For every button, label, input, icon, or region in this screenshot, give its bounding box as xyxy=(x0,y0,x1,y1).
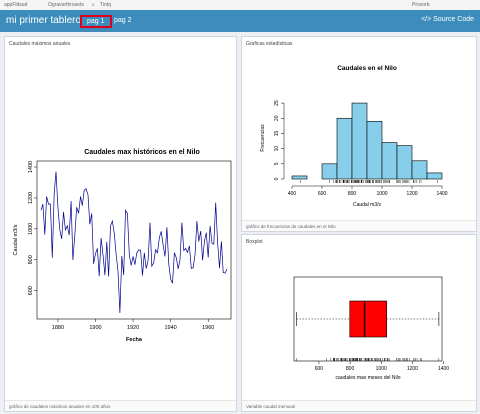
x-tick-label: 1900 xyxy=(89,325,101,331)
x-tick-label: 400 xyxy=(288,191,297,197)
histogram-bar xyxy=(411,160,428,180)
x-tick-label: 1200 xyxy=(407,366,418,372)
y-tick-label: 1200 xyxy=(28,192,34,204)
y-axis-label: Caudal m3/s xyxy=(13,224,19,255)
x-tick-label: 1960 xyxy=(202,325,214,331)
histogram-bar xyxy=(381,142,398,180)
search-icon: ⌕ xyxy=(92,2,95,8)
search-text[interactable]: Tintq xyxy=(100,2,111,8)
y-tick-label: 0 xyxy=(274,177,280,180)
source-code-label: Source Code xyxy=(433,16,474,23)
x-tick-label: 1880 xyxy=(52,325,64,331)
histogram-bar xyxy=(321,163,338,180)
y-tick-label: 25 xyxy=(274,100,280,106)
y-axis-label: Frecuencias xyxy=(260,124,266,152)
app-label: appFldsud xyxy=(4,2,28,8)
histogram-bar xyxy=(426,172,443,180)
x-tick-label: 1920 xyxy=(127,325,139,331)
histogram-chart: Caudales en el Nilo 400 600 800 1000 1200 1400… xyxy=(260,65,448,208)
x-tick-label: 1000 xyxy=(376,366,387,372)
panel-footer-text: gráfico de frecuencias de caudales en el… xyxy=(246,224,336,229)
panel-footer: Variable caudal mensual xyxy=(242,400,476,411)
panel-title: Caudales máximos anuales xyxy=(9,41,71,47)
x-axis-label: Caudal m3/s xyxy=(353,202,382,208)
y-tick-label: 1000 xyxy=(28,223,34,235)
browser-action[interactable]: Provorb xyxy=(412,2,430,8)
x-axis-label: caudales max meses del Nilo xyxy=(335,375,400,381)
x-tick-label: 1400 xyxy=(438,366,449,372)
source-code-button[interactable]: </> Source Code xyxy=(421,16,474,23)
chart-title: Caudales max históricos en el Nilo xyxy=(84,149,200,156)
histogram-bar xyxy=(291,175,308,180)
code-icon: </> xyxy=(421,16,432,23)
panel-boxplot: Boxplot 600 800 1000 1200 1400 caudales max m… xyxy=(241,234,477,412)
y-tick-label: 20 xyxy=(274,115,280,121)
plot-frame xyxy=(36,160,232,320)
tab-label[interactable]: Ogravurthrosets xyxy=(48,2,84,8)
panel-footer-text: gráfico de caudales máximos anuales en 1… xyxy=(9,404,111,409)
x-tick-label: 600 xyxy=(318,191,327,197)
panel-histograma: Graficas estadísticas Caudales en el Nil… xyxy=(241,36,477,232)
x-tick-label: 800 xyxy=(348,191,357,197)
y-tick-label: 15 xyxy=(274,130,280,136)
histogram-bar xyxy=(336,117,353,180)
panel-footer-text: Variable caudal mensual xyxy=(246,404,295,409)
boxplot-chart: 600 800 1000 1200 1400 caudales max meses del… xyxy=(293,276,449,381)
y-tick-label: 600 xyxy=(28,286,34,295)
y-tick-label: 10 xyxy=(274,146,280,152)
x-tick-label: 1000 xyxy=(376,191,387,197)
series-line xyxy=(40,171,228,314)
panel-footer: gráfico de frecuencias de caudales en el… xyxy=(242,220,476,231)
x-tick-label: 800 xyxy=(346,366,355,372)
x-tick-label: 1400 xyxy=(436,191,447,197)
y-tick-label: 1400 xyxy=(28,161,34,173)
panel-title: Boxplot xyxy=(246,239,263,245)
panel-title: Graficas estadísticas xyxy=(246,41,293,47)
x-tick-label: 1940 xyxy=(165,325,177,331)
dashboard-header: mi primer tablero pag 1 pag 2 </> Source… xyxy=(0,10,480,32)
tab-pag-1[interactable]: pag 1 xyxy=(80,15,112,28)
tab-pag-2[interactable]: pag 2 xyxy=(114,17,132,24)
x-tick-label: 600 xyxy=(315,366,324,372)
dashboard-title: mi primer tablero xyxy=(6,15,82,26)
panel-caudales: Caudales máximos anuales Caudales max hi… xyxy=(4,36,237,412)
panel-footer: gráfico de caudales máximos anuales en 1… xyxy=(5,400,236,411)
line-chart: Caudales max históricos en el Nilo 1880 19… xyxy=(13,149,232,343)
histogram-bar xyxy=(366,120,383,180)
histogram-bar xyxy=(396,145,413,180)
x-tick-label: 1200 xyxy=(406,191,417,197)
box xyxy=(349,300,387,338)
y-tick-label: 5 xyxy=(274,162,280,165)
chart-title: Caudales en el Nilo xyxy=(337,65,397,72)
x-axis-label: Fecha xyxy=(126,337,143,343)
y-tick-label: 800 xyxy=(28,255,34,264)
histogram-bar xyxy=(351,102,368,180)
